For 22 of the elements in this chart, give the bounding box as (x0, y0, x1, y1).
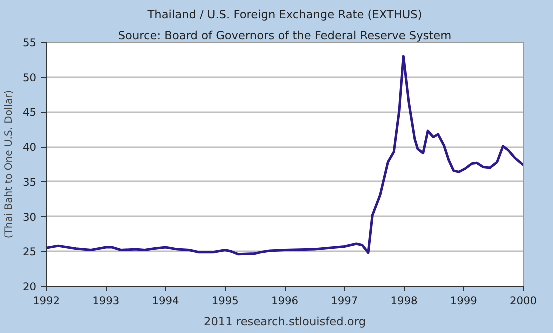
x-tick-label: 1997 (331, 294, 358, 308)
y-axis-title: (Thai Baht to One U.S. Dollar) (4, 90, 15, 239)
chart-title: Thailand / U.S. Foreign Exchange Rate (EXTHUS) (146, 8, 422, 22)
x-tick-label: 1998 (390, 294, 418, 308)
y-tick-label: 45 (22, 106, 37, 120)
y-tick-label: 35 (22, 176, 37, 189)
x-tick-label: 1996 (271, 294, 299, 308)
x-tick-label: 1994 (152, 294, 180, 308)
y-tick-label: 30 (22, 210, 37, 224)
x-tick-label: 1995 (212, 294, 239, 308)
y-tick-label: 25 (22, 246, 37, 259)
line-series (46, 55, 524, 256)
x-tick-label: 1993 (92, 294, 120, 308)
y-tick-label: 50 (22, 71, 37, 84)
x-tick-label: 1999 (450, 294, 478, 308)
y-tick-label: 55 (22, 36, 37, 50)
y-tick-label: 20 (22, 280, 37, 294)
chart-subtitle: Source: Board of Governors of the Federal Reserve System (118, 28, 452, 42)
text: 2011 research.stlouisfed.org (204, 314, 366, 328)
x-tick-label: 1992 (32, 294, 60, 308)
x-tick-label: 2000 (510, 294, 538, 308)
y-tick-label: 40 (22, 141, 37, 154)
